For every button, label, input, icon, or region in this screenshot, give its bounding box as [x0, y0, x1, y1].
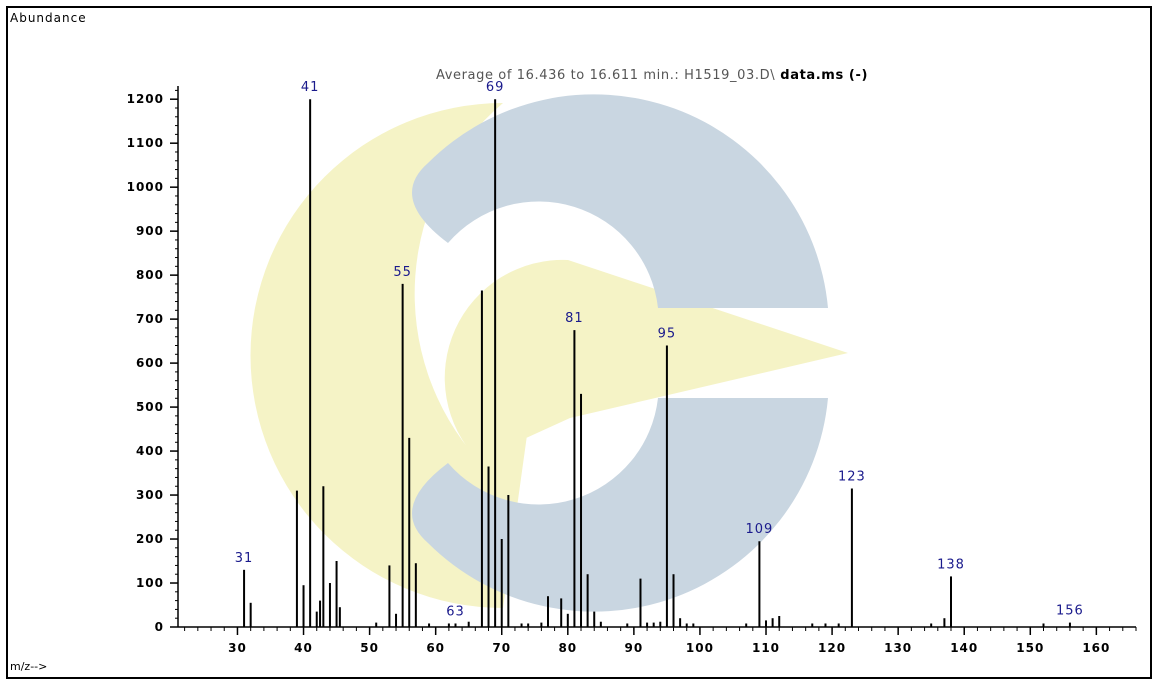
- peak-label: 81: [565, 311, 584, 326]
- y-tick-label: 1200: [127, 92, 164, 106]
- peak-label: 95: [658, 327, 677, 342]
- y-tick-label: 300: [136, 488, 164, 502]
- y-tick-label: 700: [136, 312, 164, 326]
- y-tick-label: 200: [136, 532, 164, 546]
- y-axis-label: Abundance: [10, 11, 87, 25]
- x-tick-label: 70: [492, 641, 511, 655]
- y-tick-label: 0: [155, 620, 164, 634]
- peak-label: 41: [301, 80, 320, 95]
- x-tick-label: 150: [1016, 641, 1044, 655]
- peak-label: 109: [745, 522, 773, 537]
- x-tick-label: 110: [752, 641, 780, 655]
- x-tick-label: 80: [558, 641, 577, 655]
- x-tick-label: 50: [360, 641, 379, 655]
- x-tick-label: 130: [884, 641, 912, 655]
- peak-label: 31: [235, 551, 254, 566]
- x-tick-label: 40: [294, 641, 313, 655]
- peak-label: 55: [393, 265, 412, 280]
- x-tick-label: 140: [950, 641, 978, 655]
- peak-label: 63: [446, 604, 465, 619]
- watermark-blue-upper: [412, 94, 828, 308]
- y-tick-label: 500: [136, 400, 164, 414]
- x-tick-label: 100: [686, 641, 714, 655]
- x-tick-label: 120: [818, 641, 846, 655]
- y-tick-label: 1100: [127, 136, 164, 150]
- y-tick-label: 600: [136, 356, 164, 370]
- x-tick-label: 160: [1082, 641, 1110, 655]
- x-tick-label: 90: [625, 641, 644, 655]
- x-tick-label: 60: [426, 641, 445, 655]
- x-tick-label: 30: [228, 641, 247, 655]
- y-tick-label: 100: [136, 576, 164, 590]
- watermark-blue-lower: [412, 398, 828, 612]
- chart-title: Average of 16.436 to 16.611 min.: H1519_…: [436, 68, 868, 83]
- peak-labels: 31 41 55 63 69 81 95 109 123 138 156: [235, 80, 1084, 619]
- x-axis-label: m/z-->: [10, 660, 47, 673]
- peak-label: 138: [937, 557, 965, 572]
- spectrum-bars: [243, 99, 1071, 627]
- axes: 0 100 200 300 400 500 600 700 800 900 1000 1100 1200…: [127, 86, 1137, 655]
- chart-frame: Abundance m/z--> Average of 16.436 to 16…: [6, 6, 1152, 679]
- peak-label: 156: [1056, 604, 1084, 619]
- y-tick-label: 400: [136, 444, 164, 458]
- peak-label: 123: [838, 469, 866, 484]
- y-tick-label: 900: [136, 224, 164, 238]
- y-tick-label: 1000: [127, 180, 164, 194]
- chart-title-suffix: data.ms (-): [775, 68, 868, 83]
- y-tick-label: 800: [136, 268, 164, 282]
- peak-label: 69: [486, 80, 505, 95]
- mass-spectrum-chart: Abundance m/z--> Average of 16.436 to 16…: [10, 11, 1137, 673]
- watermark-logo: [250, 94, 848, 612]
- watermark-yellow-shape: [250, 103, 848, 608]
- chart-title-prefix: Average of 16.436 to 16.611 min.: H1519_…: [436, 68, 775, 83]
